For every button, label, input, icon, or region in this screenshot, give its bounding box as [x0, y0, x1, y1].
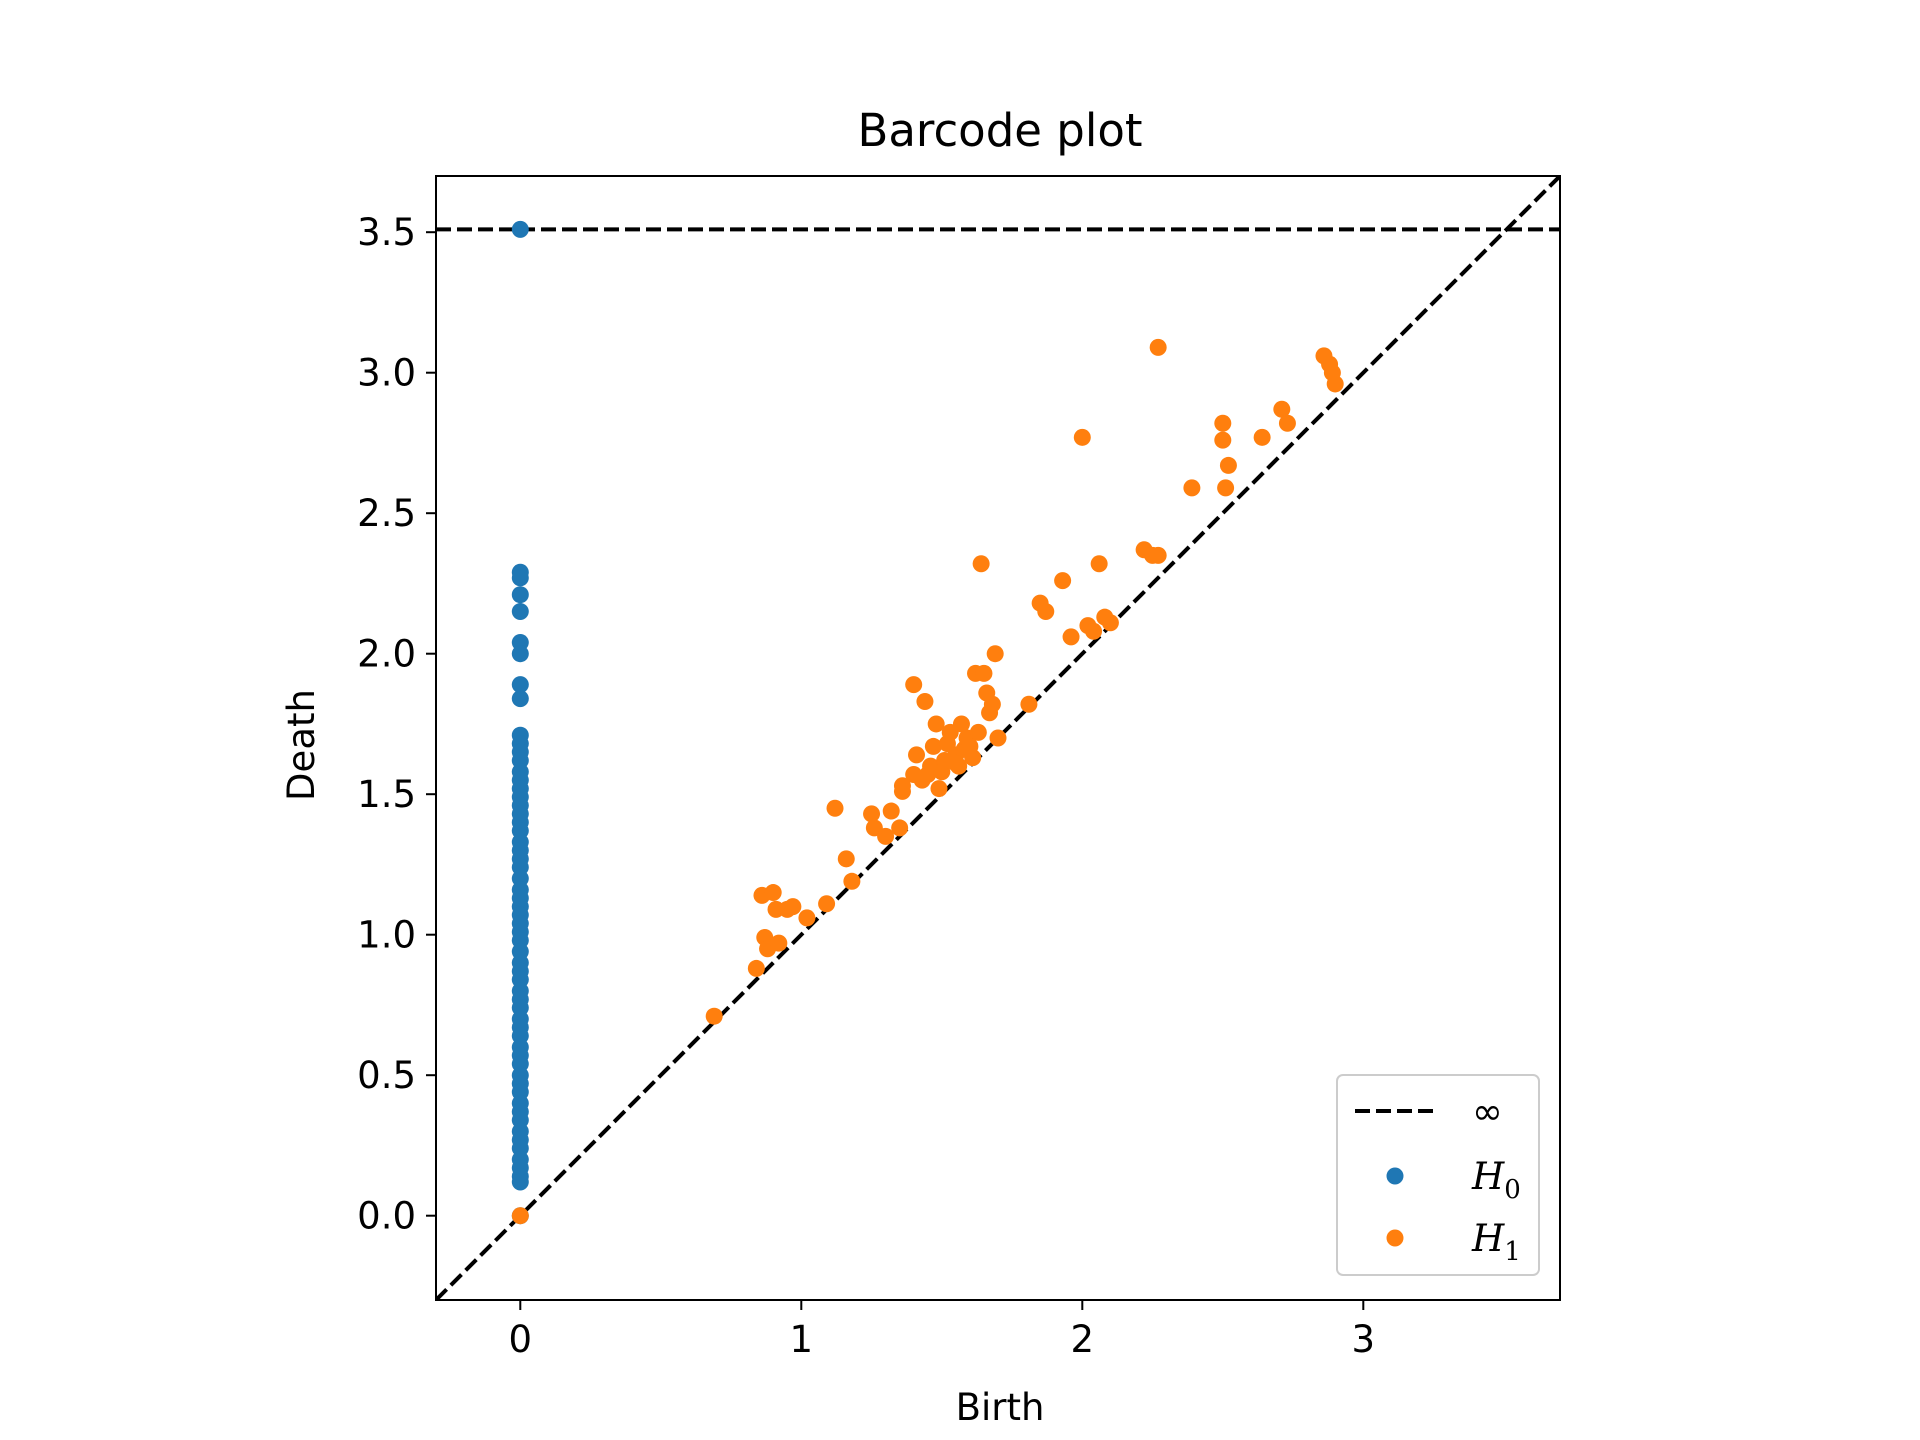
point-h1 [1217, 479, 1235, 497]
point-h1 [947, 754, 965, 772]
point-h1 [1214, 414, 1232, 432]
point-h1 [798, 909, 816, 927]
point-h1 [843, 872, 861, 890]
point-h1 [916, 692, 934, 710]
point-h1 [747, 959, 765, 977]
point-h0 [511, 1173, 529, 1191]
x-tick-label: 3 [1352, 1318, 1376, 1361]
point-h1 [1085, 622, 1103, 640]
point-h1 [1326, 375, 1344, 393]
point-h1 [1273, 400, 1291, 418]
x-tick-label: 1 [790, 1318, 814, 1361]
point-h1 [964, 749, 982, 767]
legend-h0-subscript: 0 [1504, 1175, 1521, 1205]
point-h0 [511, 690, 529, 708]
legend-infinity-label: ∞ [1472, 1090, 1503, 1133]
point-h1 [1214, 431, 1232, 449]
point-h1 [989, 729, 1007, 747]
axes: 0 1 2 3 0.0 0.5 1.0 1.5 2.0 2.5 3.0 3.5 [357, 175, 1561, 1361]
point-h1 [952, 715, 970, 733]
point-h1 [930, 780, 948, 798]
y-axis-label: Death [280, 689, 323, 801]
plot-content [436, 176, 1560, 1300]
point-h0 [511, 889, 529, 907]
point-h1 [972, 555, 990, 573]
point-h1 [837, 850, 855, 868]
point-h0 [511, 220, 529, 238]
plot-area [436, 176, 1560, 1300]
legend-box [1336, 1074, 1540, 1276]
y-tick-label: 3.5 [357, 211, 416, 254]
series-h1 [511, 338, 1344, 1225]
point-h1 [908, 746, 926, 764]
point-h0 [511, 603, 529, 621]
y-tick-label: 2.5 [357, 492, 416, 535]
point-h1 [1101, 614, 1119, 632]
point-h0 [511, 676, 529, 694]
point-h1 [969, 723, 987, 741]
point-h1 [983, 695, 1001, 713]
point-h1 [877, 827, 895, 845]
point-h1 [905, 676, 923, 694]
y-tick-label: 1.0 [357, 914, 416, 957]
diagonal-line [436, 176, 1560, 1300]
point-h1 [764, 884, 782, 902]
point-h0 [511, 586, 529, 604]
legend-h1-subscript: 1 [1504, 1237, 1521, 1267]
point-h1 [1062, 628, 1080, 646]
point-h1 [1090, 555, 1108, 573]
point-h1 [924, 737, 942, 755]
point-h1 [927, 715, 945, 733]
point-h1 [784, 898, 802, 916]
y-tick-label: 0.0 [357, 1195, 416, 1238]
plot-frame [435, 175, 1561, 1301]
point-h1 [986, 645, 1004, 663]
point-h1 [826, 799, 844, 817]
y-tick-label: 2.0 [357, 633, 416, 676]
point-h1 [511, 1207, 529, 1225]
legend-h0-marker [1386, 1167, 1404, 1185]
point-h1 [1054, 572, 1072, 590]
x-tick-label: 0 [509, 1318, 533, 1361]
point-h1 [1037, 603, 1055, 621]
point-h1 [905, 766, 923, 784]
point-h0 [511, 569, 529, 587]
chart-title: Barcode plot [857, 104, 1142, 157]
point-h1 [893, 782, 911, 800]
point-h1 [1149, 546, 1167, 564]
y-tick-label: 1.5 [357, 773, 416, 816]
y-tick-label: 3.0 [357, 352, 416, 395]
x-axis-label: Birth [956, 1386, 1045, 1429]
point-h1 [1183, 479, 1201, 497]
point-h1 [770, 934, 788, 952]
y-tick-label: 0.5 [357, 1054, 416, 1097]
point-h1 [1253, 428, 1271, 446]
point-h1 [1073, 428, 1091, 446]
point-h1 [975, 664, 993, 682]
point-h1 [1020, 695, 1038, 713]
x-tick-label: 2 [1071, 1318, 1095, 1361]
series-h0 [511, 220, 529, 1225]
point-h1 [1278, 414, 1296, 432]
point-h1 [891, 819, 909, 837]
legend-h1-marker [1386, 1229, 1404, 1247]
point-h1 [1219, 456, 1237, 474]
point-h1 [818, 895, 836, 913]
point-h1 [863, 805, 881, 823]
point-h1 [705, 1007, 723, 1025]
point-h0 [511, 645, 529, 663]
point-h1 [882, 802, 900, 820]
point-h1 [1149, 338, 1167, 356]
